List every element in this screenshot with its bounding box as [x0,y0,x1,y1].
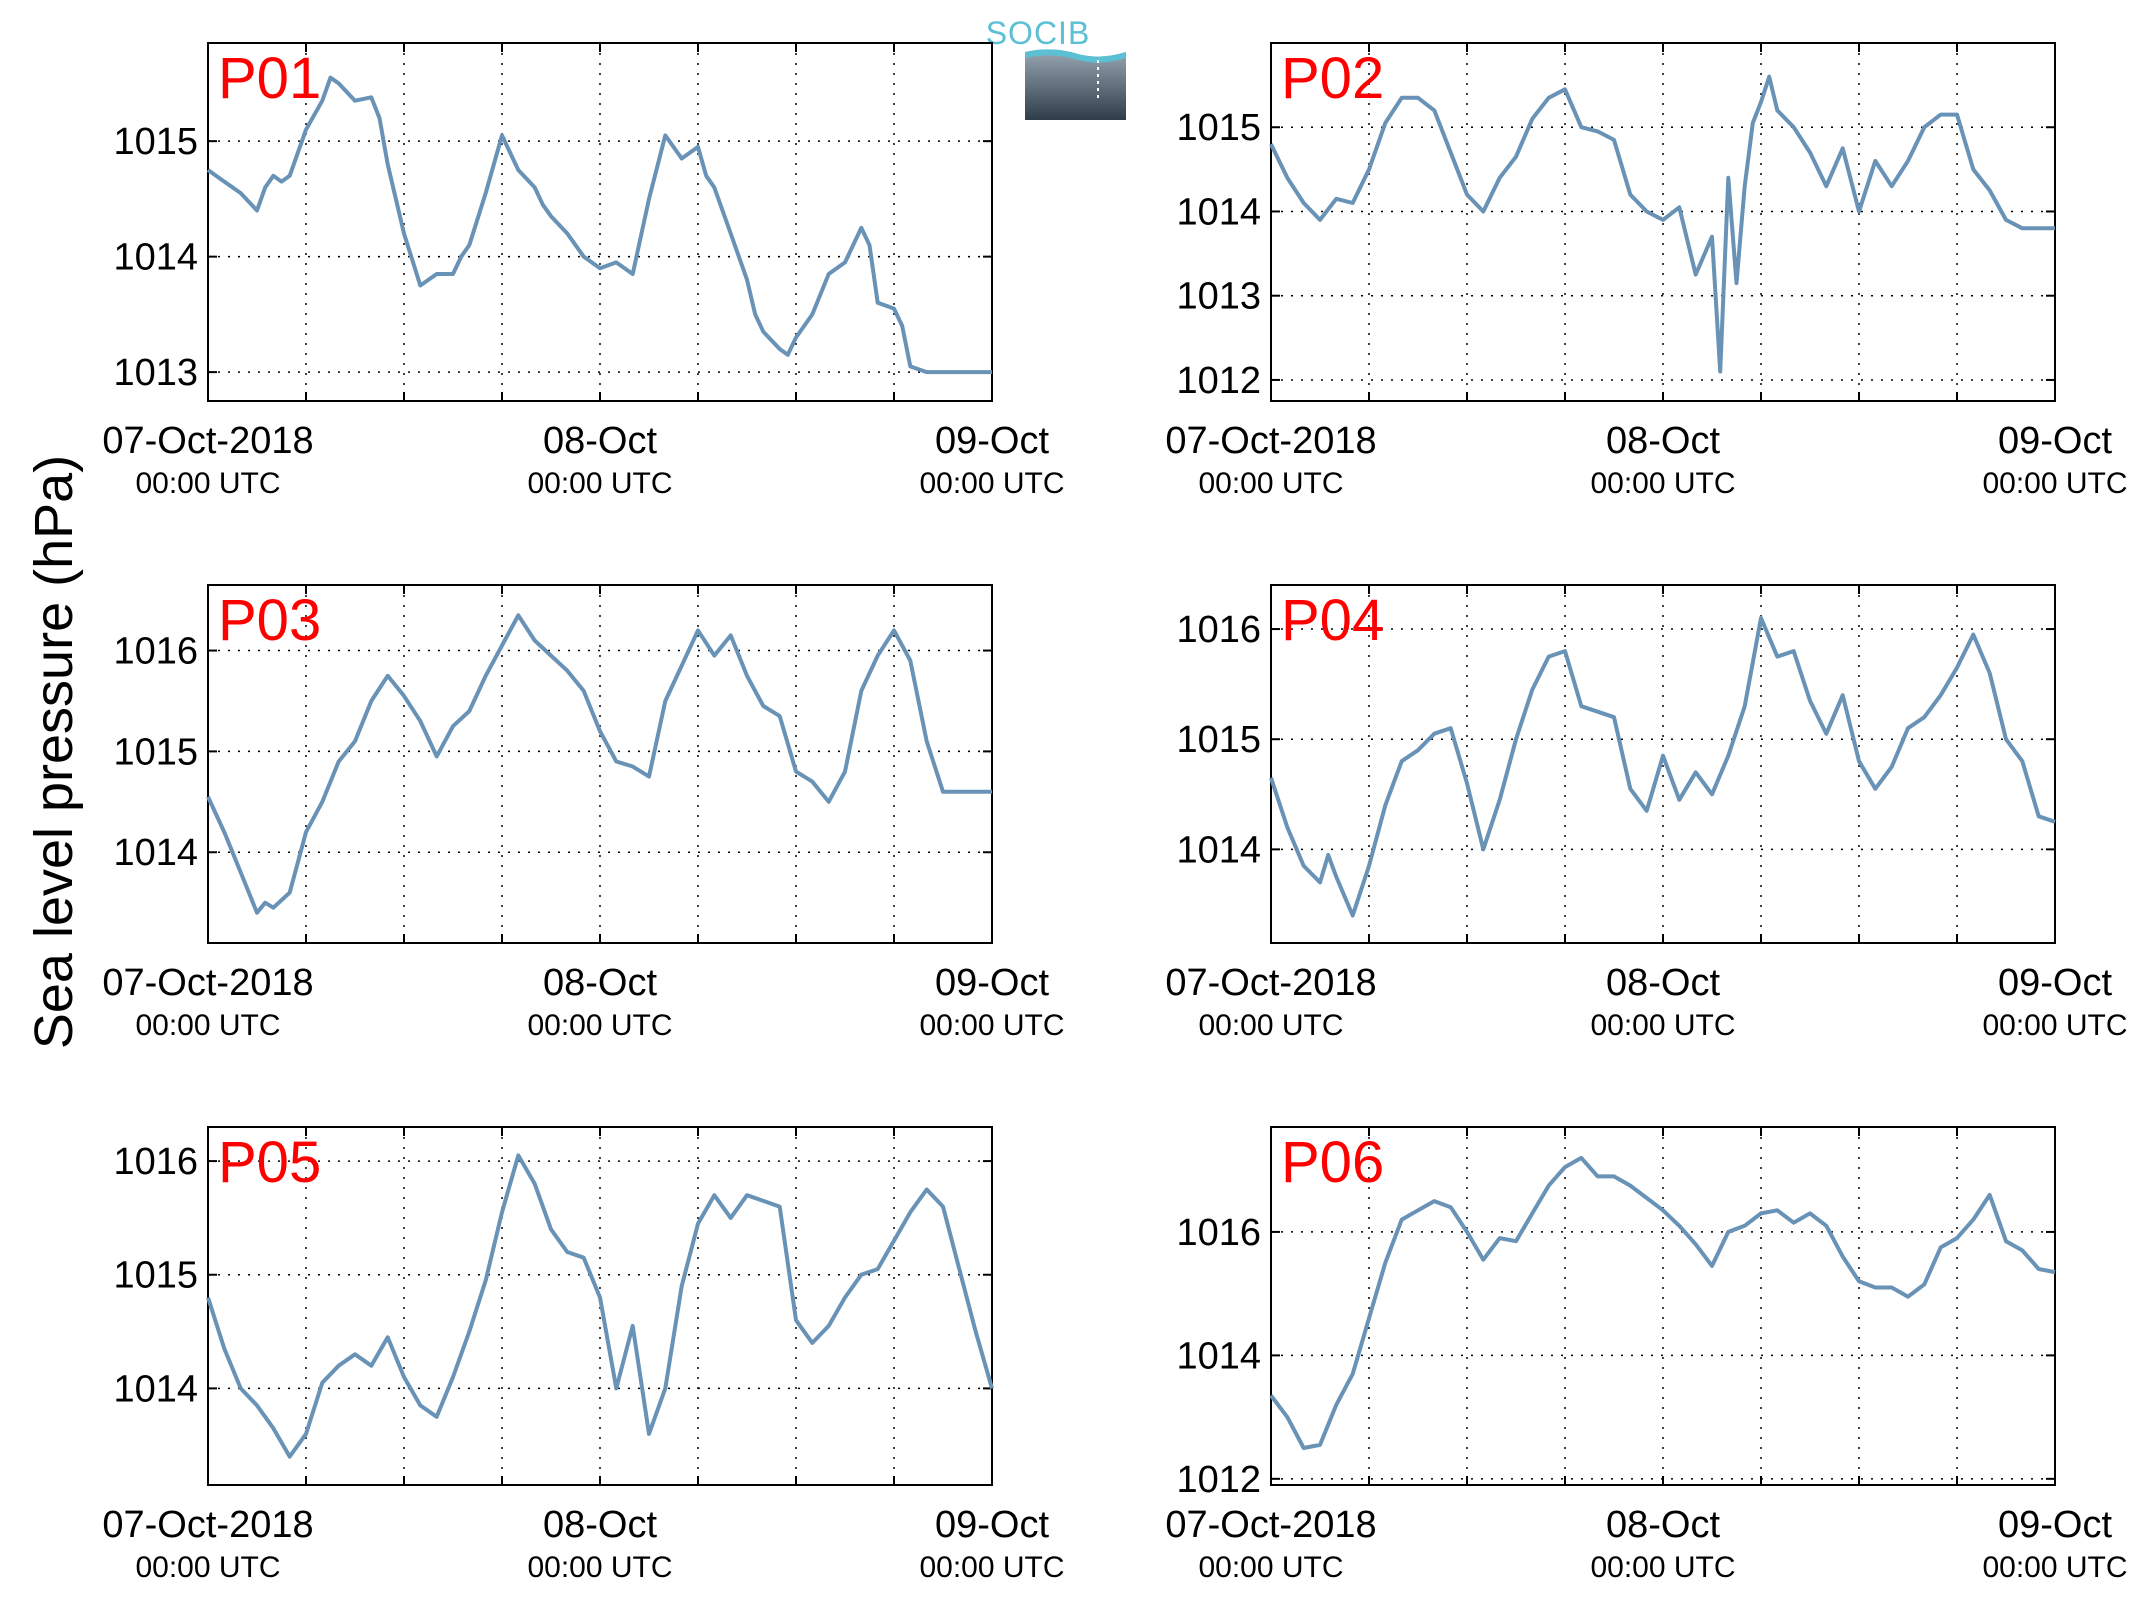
x-tick-sublabel: 00:00 UTC [135,1009,280,1042]
x-tick-label: 07-Oct-2018 [102,962,313,1004]
x-tick-label: 08-Oct [543,962,657,1004]
logo-text: SOCIB [986,15,1091,51]
y-tick-label: 1015 [1176,719,1261,761]
y-tick-label: 1016 [113,1141,198,1183]
panel-p05: 1014 1015 1016 07-Oct-2018 00:00 UTC 08-Oct 00… [102,1126,1065,1584]
x-tick-sublabel: 00:00 UTC [1590,1551,1735,1584]
y-tick-label: 1015 [1176,107,1261,149]
logo-water-icon [1025,49,1126,63]
x-tick-label: 09-Oct [935,1504,1049,1546]
panel-p06: 1012 1014 1016 07-Oct-2018 00:00 UTC 08-Oct 00… [1165,1126,2128,1584]
x-tick-label: 07-Oct-2018 [1165,420,1376,462]
panel-p02: 1012 1013 1014 1015 07-Oct-2018 00:00 UTC 08-O… [1165,42,2128,500]
y-tick-label: 1012 [1176,1459,1261,1501]
x-tick-label: 08-Oct [1606,1504,1720,1546]
y-tick-label: 1016 [113,631,198,673]
x-tick-sublabel: 00:00 UTC [135,467,280,500]
panel-label: P03 [218,588,321,653]
y-axis-label: Sea level pressure (hPa) [24,455,84,1049]
x-tick-sublabel: 00:00 UTC [1982,467,2127,500]
y-tick-label: 1015 [113,1255,198,1297]
y-tick-label: 1014 [1176,191,1261,233]
panel-label: P05 [218,1130,321,1195]
axes-frame [1270,42,2056,402]
series-line [1269,1155,2056,1450]
y-tick-label: 1014 [1176,829,1261,871]
x-tick-sublabel: 00:00 UTC [527,1551,672,1584]
y-tick-label: 1014 [113,832,198,874]
y-tick-label: 1014 [113,237,198,279]
y-tick-label: 1013 [1176,276,1261,318]
panel-p04: 1014 1015 1016 07-Oct-2018 00:00 UTC 08-Oct 00… [1165,584,2128,1042]
x-tick-label: 09-Oct [1998,962,2112,1004]
panel-p01: 1013 1014 1015 07-Oct-2018 00:00 UTC 08-Oct 00… [102,42,1065,500]
panel-label: P06 [1281,1130,1384,1195]
axes-frame [1270,1126,2056,1486]
x-tick-sublabel: 00:00 UTC [527,467,672,500]
panel-label: P02 [1281,46,1384,111]
x-tick-sublabel: 00:00 UTC [527,1009,672,1042]
x-tick-label: 07-Oct-2018 [102,1504,313,1546]
x-tick-label: 08-Oct [1606,962,1720,1004]
y-tick-label: 1016 [1176,609,1261,651]
y-tick-label: 1014 [113,1368,198,1410]
panel-p03: 1014 1015 1016 07-Oct-2018 00:00 UTC 08-Oct 00… [102,584,1065,1042]
x-tick-sublabel: 00:00 UTC [919,467,1064,500]
x-tick-label: 09-Oct [935,962,1049,1004]
y-tick-label: 1016 [1176,1212,1261,1254]
x-tick-sublabel: 00:00 UTC [1198,1551,1343,1584]
x-tick-label: 08-Oct [1606,420,1720,462]
x-tick-sublabel: 00:00 UTC [919,1009,1064,1042]
series-line [206,75,992,375]
y-tick-label: 1012 [1176,360,1261,402]
logo-wave-icon [1025,49,1126,120]
x-tick-sublabel: 00:00 UTC [1982,1551,2127,1584]
axes-frame [1270,584,2056,944]
x-tick-sublabel: 00:00 UTC [1590,467,1735,500]
axes-frame [207,42,993,402]
x-tick-label: 09-Oct [935,420,1049,462]
socib-logo: SOCIB [986,15,1126,120]
x-tick-sublabel: 00:00 UTC [1982,1009,2127,1042]
x-tick-label: 07-Oct-2018 [1165,1504,1376,1546]
x-tick-sublabel: 00:00 UTC [1198,467,1343,500]
x-tick-sublabel: 00:00 UTC [135,1551,280,1584]
series-line [1269,616,2056,918]
x-tick-label: 09-Oct [1998,1504,2112,1546]
panel-label: P01 [218,46,321,111]
x-tick-sublabel: 00:00 UTC [1590,1009,1735,1042]
y-tick-label: 1015 [113,121,198,163]
series-line [206,1153,994,1459]
x-tick-sublabel: 00:00 UTC [1198,1009,1343,1042]
series-line [206,613,992,915]
y-tick-label: 1015 [113,731,198,773]
series-line [1269,74,2055,374]
panel-label: P04 [1281,588,1384,653]
x-tick-label: 09-Oct [1998,420,2112,462]
axes-frame [207,584,993,944]
x-tick-label: 08-Oct [543,1504,657,1546]
y-tick-label: 1013 [113,352,198,394]
x-tick-label: 07-Oct-2018 [102,420,313,462]
x-tick-label: 08-Oct [543,420,657,462]
x-tick-label: 07-Oct-2018 [1165,962,1376,1004]
x-tick-sublabel: 00:00 UTC [919,1551,1064,1584]
y-tick-label: 1014 [1176,1335,1261,1377]
